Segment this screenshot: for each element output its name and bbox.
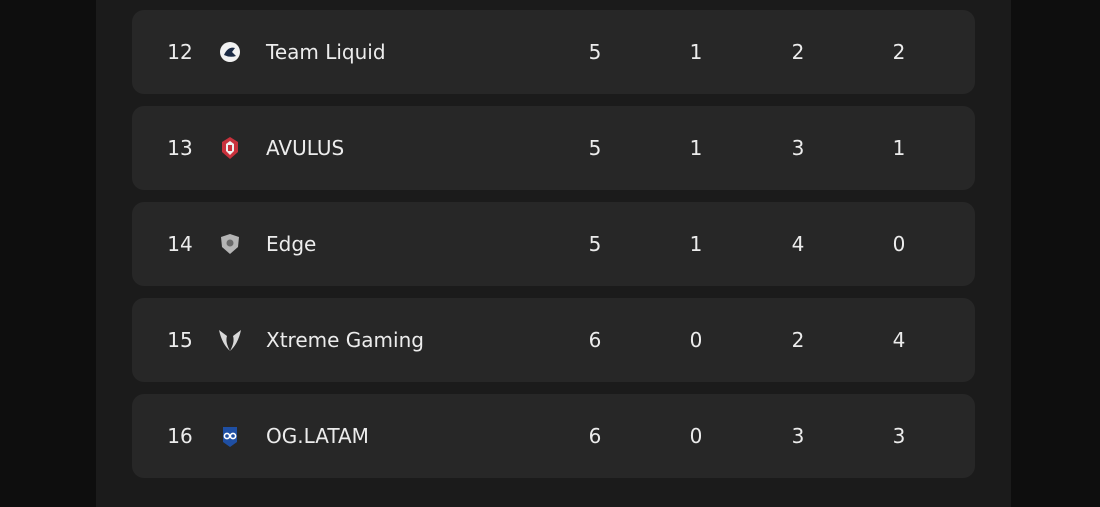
stat: 2 [791, 328, 805, 352]
stat: 1 [892, 136, 906, 160]
team-logo [223, 427, 237, 447]
team-name: Team Liquid [266, 40, 386, 64]
stat: 4 [791, 232, 805, 256]
team-logo [222, 137, 238, 159]
stat: 5 [588, 136, 602, 160]
team-name: OG.LATAM [266, 424, 369, 448]
rank: 13 [167, 136, 193, 160]
stat: 6 [588, 424, 602, 448]
team-name: Xtreme Gaming [266, 328, 424, 352]
rank: 12 [167, 40, 193, 64]
rank: 15 [167, 328, 193, 352]
stat: 0 [892, 232, 906, 256]
stat: 5 [588, 232, 602, 256]
team-row[interactable]: 14 Edge 5 1 4 0 [132, 202, 975, 286]
stat: 4 [892, 328, 906, 352]
team-name: Edge [266, 232, 317, 256]
team-row[interactable]: 15 Xtreme Gaming 6 0 2 4 [132, 298, 975, 382]
team-row[interactable]: 13 AVULUS 5 1 3 1 [132, 106, 975, 190]
stat: 2 [791, 40, 805, 64]
stat: 6 [588, 328, 602, 352]
stat: 5 [588, 40, 602, 64]
rank: 16 [167, 424, 193, 448]
stat: 1 [689, 136, 703, 160]
team-logo [221, 234, 239, 254]
stat: 0 [689, 424, 703, 448]
rank: 14 [167, 232, 193, 256]
team-logo [219, 330, 241, 351]
stat: 2 [892, 40, 906, 64]
team-logo [220, 42, 240, 62]
stat: 3 [892, 424, 906, 448]
stat: 1 [689, 40, 703, 64]
team-row[interactable]: 12 Team Liquid 5 1 2 2 [132, 10, 975, 94]
team-name: AVULUS [266, 136, 345, 160]
stat: 1 [689, 232, 703, 256]
team-row[interactable]: 16 OG.LATAM 6 0 3 3 [132, 394, 975, 478]
stat: 0 [689, 328, 703, 352]
stat: 3 [791, 424, 805, 448]
stat: 3 [791, 136, 805, 160]
